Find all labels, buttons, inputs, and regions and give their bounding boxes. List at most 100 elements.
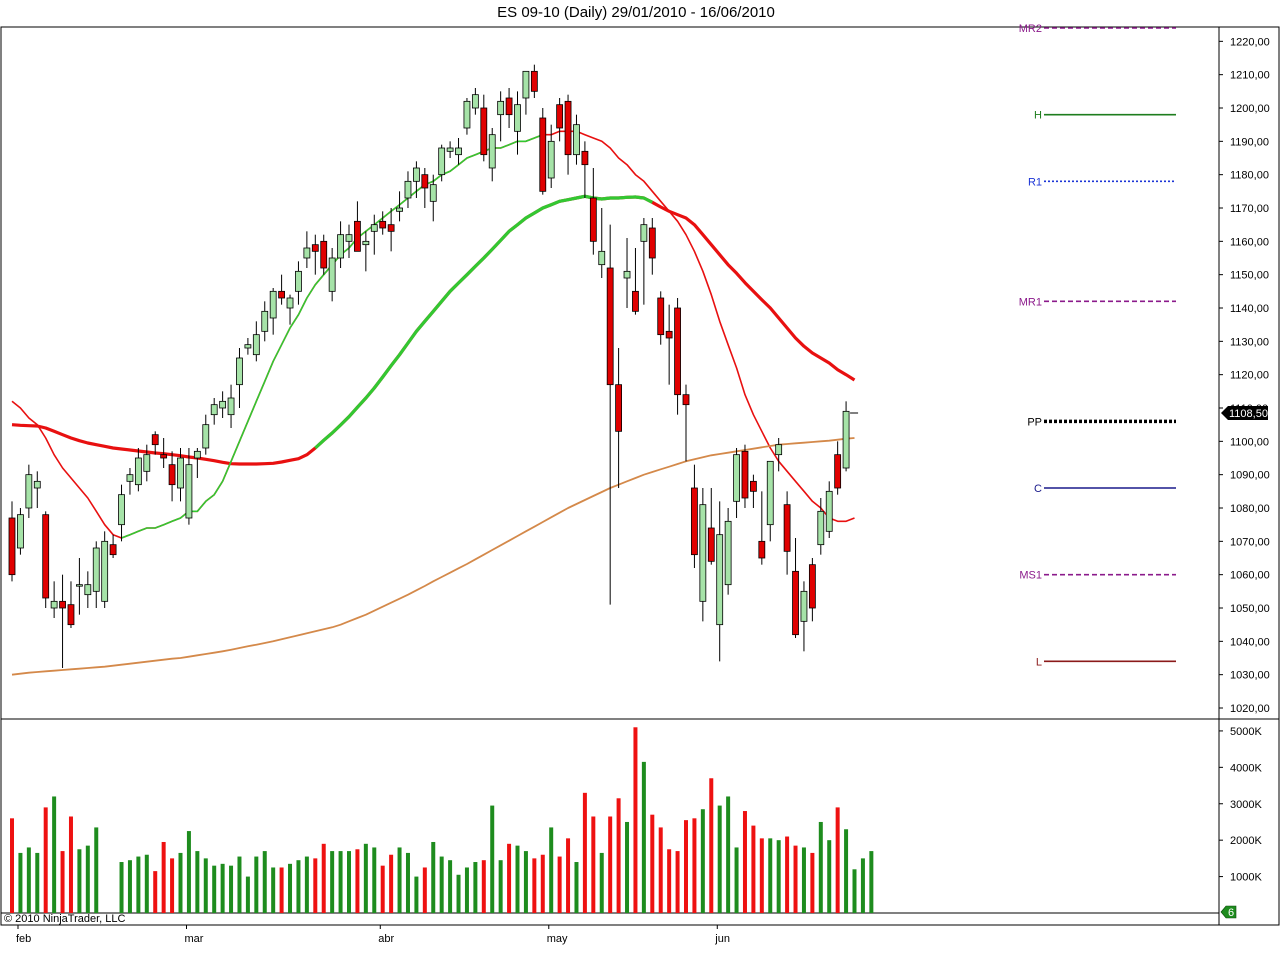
price-tick-label: 1130,00 <box>1230 336 1269 348</box>
candle <box>160 438 168 468</box>
volume-bar <box>810 852 815 913</box>
volume-bar <box>94 827 99 913</box>
candle-body-down <box>505 97 513 116</box>
candle <box>303 231 311 268</box>
volume-bar <box>136 856 141 913</box>
candle <box>530 64 538 98</box>
candle <box>556 98 564 142</box>
candle <box>750 474 757 508</box>
candle <box>514 91 521 155</box>
volume-tick-label: 1000K <box>1230 872 1262 884</box>
price-tick-label: 1050,00 <box>1230 603 1270 615</box>
candle <box>252 321 260 362</box>
candle <box>438 144 446 182</box>
candle <box>539 108 547 195</box>
candle <box>76 558 83 615</box>
candle <box>101 531 109 608</box>
candle <box>295 261 302 305</box>
volume-bar <box>667 849 672 913</box>
price-tick-label: 1180,00 <box>1230 170 1269 182</box>
price-tick-label: 1170,00 <box>1230 203 1269 215</box>
candle-body-down <box>750 480 757 492</box>
volume-bar <box>397 847 402 913</box>
candle-body-down <box>168 464 176 486</box>
candle <box>118 484 125 542</box>
ma-line-sma20-rising <box>121 133 544 539</box>
time-tick-label: abr <box>378 933 394 945</box>
candle <box>269 288 277 335</box>
price-tick-label: 1210,00 <box>1230 70 1270 82</box>
candle-body-up <box>25 474 33 509</box>
candle <box>185 448 193 525</box>
candle <box>598 208 606 278</box>
volume-bar <box>439 856 444 913</box>
volume-bar <box>481 860 486 913</box>
volume-bar <box>178 852 183 913</box>
volume-bar <box>161 841 166 913</box>
candle <box>724 508 732 595</box>
candle <box>657 291 665 345</box>
candle-body-up <box>244 344 252 349</box>
candle-body-down <box>8 517 16 576</box>
candle-body-up <box>261 310 269 332</box>
candle <box>345 224 353 258</box>
candle-body-up <box>438 147 446 176</box>
volume-bar <box>860 858 865 913</box>
pivot-label-h: H <box>1034 110 1042 122</box>
volume-bar <box>675 851 680 913</box>
volume-bar <box>338 851 343 913</box>
volume-bar <box>456 874 461 913</box>
volume-bar <box>153 871 158 913</box>
volume-bar <box>827 840 832 913</box>
volume-bar <box>321 843 326 913</box>
volume-bar <box>35 852 40 913</box>
candle <box>589 168 597 255</box>
candle-body-up <box>463 100 471 129</box>
candle <box>733 448 740 518</box>
volume-bar <box>498 860 503 913</box>
volume-bar <box>355 849 360 913</box>
candle <box>522 70 530 115</box>
price-tick-label: 1200,00 <box>1230 103 1270 115</box>
candle <box>699 488 707 622</box>
volume-bar <box>195 851 200 913</box>
candle <box>446 141 454 158</box>
candle-body-up <box>17 514 24 549</box>
pivot-label-l: L <box>1036 656 1042 668</box>
volume-bar <box>557 856 562 913</box>
candle <box>632 248 639 315</box>
candle <box>800 581 808 652</box>
volume-bar <box>144 854 149 913</box>
candle-body-up <box>337 234 344 259</box>
candle <box>50 581 58 618</box>
pivot-label-r1: R1 <box>1028 176 1042 188</box>
volume-bars <box>10 727 874 913</box>
time-tick-label: may <box>547 933 568 945</box>
candle <box>92 541 100 608</box>
volume-bar <box>313 858 318 913</box>
candle <box>783 491 791 575</box>
volume-bar <box>18 852 23 913</box>
candle <box>505 88 513 128</box>
volume-bar <box>237 856 242 913</box>
price-tick-label: 1140,00 <box>1230 303 1269 315</box>
volume-bar <box>212 865 217 913</box>
candle <box>404 171 412 208</box>
candle-body-down <box>808 564 816 609</box>
candle <box>84 571 92 608</box>
candle-body-up <box>50 600 58 609</box>
candle <box>766 460 774 542</box>
candle <box>775 438 783 472</box>
volume-bar <box>363 843 368 913</box>
candle <box>825 481 833 538</box>
candle-body-down <box>606 267 614 386</box>
candle-body-up <box>471 94 479 109</box>
candle <box>429 174 437 222</box>
volume-bar <box>279 867 284 913</box>
candle <box>42 511 50 608</box>
candle-body-down <box>556 104 564 129</box>
candle-body-up <box>699 504 707 602</box>
volume-bar <box>414 876 419 913</box>
candle-body-up <box>236 357 243 386</box>
